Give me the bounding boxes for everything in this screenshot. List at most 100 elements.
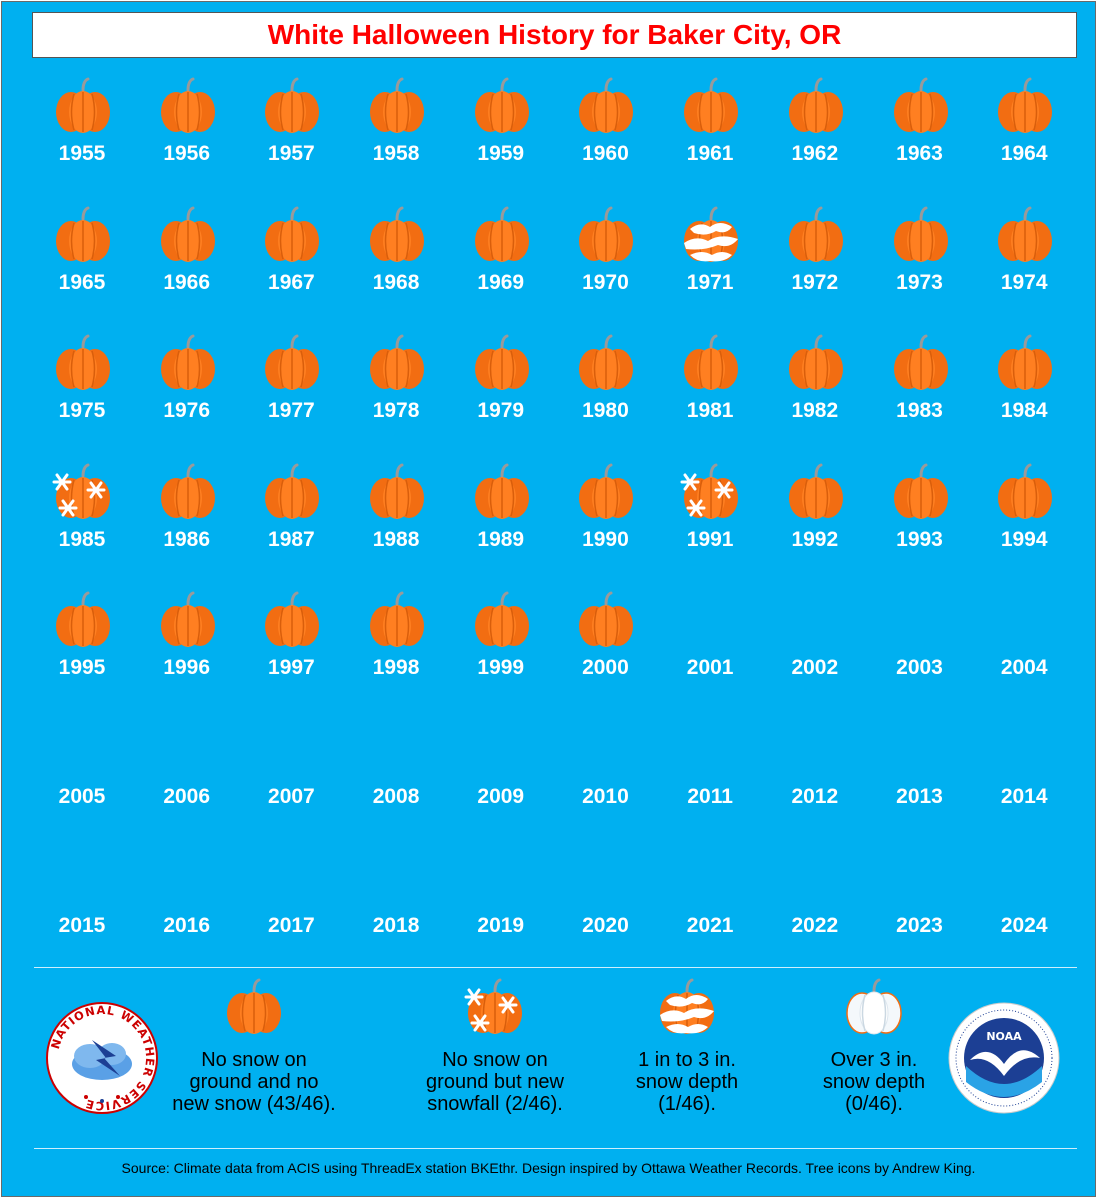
- snow-depth-pumpkin-icon: [612, 977, 762, 1039]
- year-label: 1972: [791, 270, 839, 294]
- pumpkin-icon: [157, 205, 219, 267]
- year-cell: 2018: [344, 844, 449, 973]
- year-label: 1964: [1000, 142, 1048, 165]
- pumpkin-icon: [575, 590, 637, 652]
- year-label: 2007: [268, 784, 315, 808]
- year-cell: 1957: [239, 72, 344, 201]
- year-cell: 1983: [868, 329, 973, 458]
- year-label: 1971: [686, 270, 734, 294]
- year-label: 1975: [58, 399, 106, 423]
- year-cell: 2007: [239, 715, 344, 844]
- pumpkin-icon: [157, 590, 219, 652]
- year-label: 1958: [372, 142, 420, 165]
- year-cell: 2024: [972, 844, 1077, 973]
- legend-label-line: snowfall (2/46).: [427, 1093, 563, 1115]
- legend-item: 1 in to 3 in. snow depth (1/46).: [612, 977, 762, 1115]
- year-label: 2006: [163, 784, 211, 808]
- year-cell: 1972: [763, 201, 868, 330]
- year-label: 1987: [268, 527, 315, 551]
- year-label: 1997: [268, 656, 315, 680]
- year-label: 1979: [477, 399, 525, 423]
- legend-label-line: ground and no: [189, 1071, 319, 1093]
- year-label: 1984: [1000, 399, 1048, 423]
- year-label: 2012: [791, 784, 839, 808]
- year-cell: 1990: [553, 458, 658, 587]
- year-label: 1957: [268, 142, 315, 165]
- year-cell: 1964: [972, 72, 1077, 201]
- year-cell: 2002: [763, 586, 868, 715]
- white-pumpkin-icon: [799, 977, 949, 1039]
- year-label: 1983: [896, 399, 943, 423]
- pumpkin-icon: [785, 205, 847, 267]
- year-cell: 2015: [30, 844, 135, 973]
- year-label: 1977: [268, 399, 315, 423]
- legend-label-line: ground but new: [426, 1071, 564, 1093]
- snow-depth-pumpkin-icon: [680, 205, 742, 267]
- pumpkin-icon: [366, 462, 428, 524]
- legend-label-line: new snow (43/46).: [172, 1093, 336, 1115]
- year-cell: 2011: [658, 715, 763, 844]
- legend-label-line: 1 in to 3 in.: [638, 1049, 736, 1071]
- year-cell: 1962: [763, 72, 868, 201]
- year-cell: 1985: [30, 458, 135, 587]
- year-label: 2024: [1000, 913, 1048, 937]
- year-label: 2008: [372, 784, 420, 808]
- year-label: 1963: [896, 142, 943, 165]
- pumpkin-icon: [471, 462, 533, 524]
- year-label: 1995: [58, 656, 106, 680]
- year-label: 1966: [163, 270, 211, 294]
- year-label: 1989: [477, 527, 525, 551]
- year-cell: 1998: [344, 586, 449, 715]
- year-cell: 2004: [972, 586, 1077, 715]
- year-cell: 1999: [449, 586, 554, 715]
- year-cell: 2003: [868, 586, 973, 715]
- year-label: 2016: [163, 913, 211, 937]
- pumpkin-icon: [471, 590, 533, 652]
- legend-label-line: No snow on: [201, 1049, 307, 1071]
- year-cell: 1975: [30, 329, 135, 458]
- year-label: 1994: [1000, 527, 1048, 551]
- year-cell: 1970: [553, 201, 658, 330]
- year-cell: 2010: [553, 715, 658, 844]
- year-label: 2009: [477, 784, 525, 808]
- pumpkin-icon: [52, 333, 114, 395]
- year-label: 2017: [268, 913, 315, 937]
- year-cell: 1967: [239, 201, 344, 330]
- year-label: 1992: [791, 527, 839, 551]
- year-cell: 2022: [763, 844, 868, 973]
- year-cell: 1955: [30, 72, 135, 201]
- pumpkin-icon: [139, 977, 369, 1039]
- year-cell: 2020: [553, 844, 658, 973]
- pumpkin-icon: [994, 76, 1056, 138]
- year-cell: 2013: [868, 715, 973, 844]
- year-cell: 2016: [135, 844, 240, 973]
- legend-label: Over 3 in. snow depth (0/46).: [799, 1049, 949, 1115]
- pumpkin-icon: [261, 76, 323, 138]
- year-label: 2005: [58, 784, 106, 808]
- pumpkin-icon: [366, 333, 428, 395]
- year-cell: 1974: [972, 201, 1077, 330]
- year-cell: 2021: [658, 844, 763, 973]
- pumpkin-icon: [575, 462, 637, 524]
- legend-label: No snow on ground and no new snow (43/46).: [139, 1049, 369, 1115]
- year-cell: 1963: [868, 72, 973, 201]
- year-label: 1956: [163, 142, 211, 165]
- year-cell: 1987: [239, 458, 344, 587]
- snowfall-pumpkin-icon: [380, 977, 610, 1039]
- legend-label-line: Over 3 in.: [830, 1049, 918, 1071]
- legend-label-line: No snow on: [442, 1049, 548, 1071]
- year-label: 1974: [1000, 270, 1048, 294]
- pumpkin-icon: [785, 462, 847, 524]
- year-label: 2021: [686, 913, 734, 937]
- pumpkin-icon: [366, 590, 428, 652]
- pumpkin-icon: [261, 462, 323, 524]
- source-note: Source: Climate data from ACIS using Thr…: [121, 1160, 976, 1176]
- year-cell: 1981: [658, 329, 763, 458]
- year-label: 2018: [372, 913, 420, 937]
- year-cell: 2014: [972, 715, 1077, 844]
- year-cell: 1993: [868, 458, 973, 587]
- year-label: 1985: [58, 527, 106, 551]
- year-cell: 2017: [239, 844, 344, 973]
- year-cell: 1976: [135, 329, 240, 458]
- year-cell: 1969: [449, 201, 554, 330]
